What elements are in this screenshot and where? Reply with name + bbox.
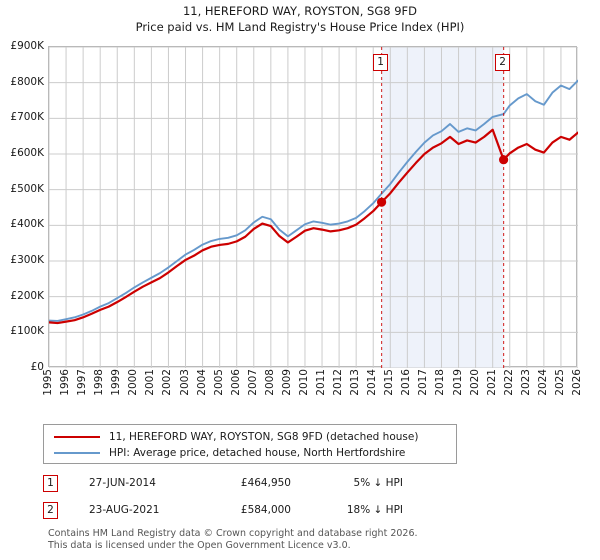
- x-axis-tick-label: 2004: [195, 369, 208, 396]
- x-axis-tick-label: 2005: [212, 369, 225, 396]
- transaction-date-1: 27-JUN-2014: [89, 477, 156, 489]
- x-axis-tick-label: 2026: [571, 369, 583, 396]
- page-title: 11, HEREFORD WAY, ROYSTON, SG8 9FD: [182, 4, 418, 18]
- x-axis-tick-label: 2008: [263, 369, 276, 396]
- y-axis-tick-label: £300K: [10, 254, 44, 266]
- title-block: 11, HEREFORD WAY, ROYSTON, SG8 9FD Price…: [0, 4, 600, 35]
- x-axis-tick-label: 2007: [246, 369, 259, 396]
- y-axis-tick-label: £900K: [10, 40, 44, 52]
- x-axis-tick-label: 2014: [366, 369, 379, 396]
- transaction-date-2: 23-AUG-2021: [89, 504, 160, 516]
- x-axis-tick-label: 2012: [332, 369, 345, 396]
- x-axis-tick-label: 2023: [519, 369, 532, 396]
- x-axis-tick-label: 2011: [315, 369, 328, 396]
- legend-label-hpi: HPI: Average price, detached house, Nort…: [109, 447, 406, 459]
- x-axis-tick-label: 2025: [553, 369, 566, 396]
- y-axis-tick-label: £800K: [10, 75, 44, 88]
- footer-line-1: Contains HM Land Registry data © Crown c…: [48, 528, 418, 539]
- legend-item-price-paid: 11, HEREFORD WAY, ROYSTON, SG8 9FD (deta…: [44, 429, 456, 445]
- series-price-paid: [49, 128, 578, 325]
- x-axis-labels: 1995 1996 1997 1998 1999 2000 2001 2002 2003 2004…: [42, 369, 583, 413]
- legend-swatch-hpi: [54, 452, 100, 454]
- y-axis-tick-label: £200K: [10, 289, 44, 302]
- x-axis-tick-label: 2002: [161, 369, 174, 396]
- x-axis-tick-label: 2000: [127, 369, 140, 396]
- transaction-row-2[interactable]: 2 23-AUG-2021 £584,000 18% ↓ HPI: [43, 501, 463, 523]
- footer-attribution: Contains HM Land Registry data © Crown c…: [48, 528, 588, 551]
- transaction-hpi-delta-1: 5% ↓ HPI: [353, 477, 403, 489]
- transaction-flag-1[interactable]: 1: [373, 54, 389, 71]
- x-axis-tick-label: 1999: [110, 369, 123, 396]
- x-axis-tick-label: 2003: [178, 369, 191, 396]
- transaction-badge-1: 1: [43, 475, 58, 492]
- transaction-price-1: £464,950: [240, 477, 291, 489]
- transaction-marker-dot: [376, 197, 387, 207]
- x-axis-tick-label: 2009: [280, 369, 293, 396]
- chart-svg: [49, 47, 578, 368]
- x-axis-tick-label: 2015: [383, 369, 396, 396]
- transaction-hpi-delta-2: 18% ↓ HPI: [346, 504, 403, 516]
- x-axis-tick-label: 2010: [297, 369, 310, 396]
- plot-frame: [48, 46, 578, 368]
- x-axis-tick-label: 2017: [417, 369, 430, 396]
- x-axis-tick-label: 2024: [536, 369, 549, 396]
- y-axis-tick-label: £700K: [10, 111, 44, 124]
- transaction-flag-2[interactable]: 2: [495, 54, 511, 71]
- x-axis-tick-label: 2019: [451, 369, 464, 396]
- transaction-marker-dot: [498, 155, 509, 165]
- x-axis-tick-label: 2021: [485, 369, 498, 396]
- x-axis-tick-label: 2001: [144, 369, 157, 396]
- page-subtitle: Price paid vs. HM Land Registry's House …: [135, 20, 465, 34]
- y-axis-tick-label: £500K: [10, 182, 44, 195]
- x-axis-tick-label: 2022: [502, 369, 515, 396]
- y-axis-tick-label: £100K: [10, 325, 44, 338]
- x-axis-tick-label: 1996: [59, 369, 72, 396]
- transaction-price-2: £584,000: [240, 504, 291, 516]
- x-axis-tick-label: 2020: [468, 369, 481, 396]
- series-hpi: [49, 79, 578, 322]
- legend-swatch-price-paid: [54, 436, 100, 438]
- x-axis-tick-label: 1995: [42, 369, 54, 396]
- y-axis-tick-label: £600K: [10, 147, 44, 159]
- legend-item-hpi: HPI: Average price, detached house, Nort…: [44, 445, 456, 461]
- y-axis-tick-label: £0: [30, 361, 44, 373]
- x-axis-tick-label: 2006: [229, 369, 242, 396]
- x-axis-tick-label: 2013: [349, 369, 362, 396]
- x-axis-tick-label: 2018: [434, 369, 447, 396]
- x-axis-tick-label: 2016: [400, 369, 413, 396]
- x-axis-tick-label: 1997: [76, 369, 89, 396]
- chart-legend: 11, HEREFORD WAY, ROYSTON, SG8 9FD (deta…: [43, 424, 457, 464]
- transaction-row-1[interactable]: 1 27-JUN-2014 £464,950 5% ↓ HPI: [43, 474, 463, 496]
- footer-line-2: This data is licensed under the Open Gov…: [48, 539, 351, 551]
- y-axis-labels: £0 £100K £200K £300K £400K £500K £600K £700K £80…: [0, 40, 48, 373]
- legend-label-price-paid: 11, HEREFORD WAY, ROYSTON, SG8 9FD (deta…: [109, 431, 419, 443]
- x-axis-tick-label: 1998: [93, 369, 106, 396]
- transaction-badge-2: 2: [43, 502, 58, 519]
- y-axis-tick-label: £400K: [10, 218, 44, 231]
- highlight-band: [381, 47, 504, 368]
